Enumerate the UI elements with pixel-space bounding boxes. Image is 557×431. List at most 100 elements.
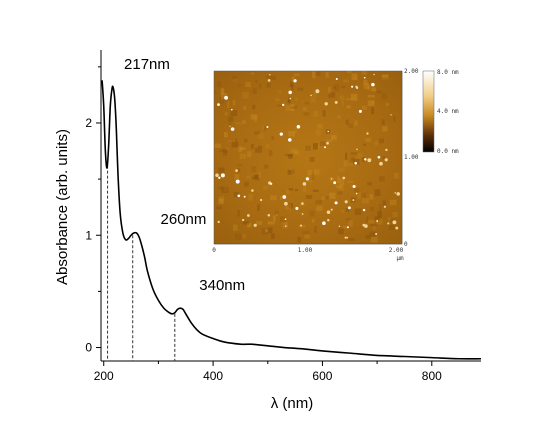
afm-texture-patch	[302, 230, 310, 235]
afm-texture-patch	[379, 138, 385, 144]
afm-texture-patch	[334, 84, 340, 92]
afm-texture-patch	[261, 228, 268, 235]
afm-particle	[267, 213, 271, 217]
afm-texture-patch	[232, 99, 236, 106]
afm-texture-patch	[214, 143, 222, 148]
afm-particle	[284, 218, 287, 221]
afm-particle	[284, 225, 287, 228]
afm-texture-patch	[310, 97, 316, 103]
afm-texture-patch	[291, 83, 294, 91]
afm-texture-patch	[339, 95, 344, 100]
afm-texture-patch	[304, 101, 310, 105]
afm-x-tick-1: 1.00	[298, 247, 313, 254]
afm-particle	[356, 148, 358, 150]
afm-texture-patch	[276, 104, 282, 107]
afm-texture-patch	[217, 186, 225, 190]
afm-particle	[362, 208, 366, 212]
afm-texture-patch	[382, 126, 388, 132]
afm-texture-patch	[311, 71, 316, 79]
afm-texture-patch	[350, 152, 358, 155]
afm-texture-patch	[286, 189, 290, 195]
afm-particle	[396, 192, 400, 196]
afm-particle	[334, 201, 338, 205]
y-tick-label: 1	[85, 228, 92, 242]
afm-particle	[342, 176, 346, 180]
afm-texture-patch	[219, 96, 225, 104]
afm-particle	[330, 208, 333, 211]
afm-texture-patch	[235, 122, 242, 125]
afm-texture-patch	[248, 193, 254, 201]
afm-texture-patch	[221, 186, 229, 193]
colorbar-label-bottom: 0.0 nm	[437, 148, 459, 155]
afm-particle	[305, 177, 309, 181]
afm-particle	[338, 225, 341, 228]
afm-particle	[324, 102, 328, 106]
y-axis-title: Absorbance (arb. units)	[54, 129, 71, 285]
afm-particle	[230, 127, 235, 131]
afm-texture-patch	[354, 120, 358, 126]
peak-annotations: 217nm 260nm 340nm	[124, 56, 245, 294]
afm-texture-patch	[252, 104, 256, 109]
afm-y-tick-0: 2.00	[404, 68, 419, 75]
afm-texture-patch	[230, 110, 238, 116]
afm-texture-patch	[367, 100, 375, 106]
afm-texture-patch	[370, 206, 374, 212]
afm-particle	[355, 192, 358, 195]
afm-texture-patch	[247, 151, 252, 158]
afm-texture-patch	[275, 213, 278, 216]
afm-texture-patch	[250, 144, 254, 149]
afm-texture-patch	[377, 211, 382, 218]
afm-texture-patch	[233, 191, 240, 198]
afm-texture-patch	[388, 225, 395, 230]
afm-y-tick-1: 1.00	[404, 154, 419, 161]
afm-particle	[215, 173, 219, 178]
afm-texture-patch	[348, 163, 354, 166]
afm-texture-patch	[309, 210, 315, 217]
afm-particle	[366, 132, 369, 135]
afm-particle	[301, 213, 304, 215]
afm-particle	[395, 226, 399, 230]
afm-particle	[322, 221, 326, 225]
afm-texture-patch	[354, 76, 357, 80]
afm-texture-patch	[381, 119, 385, 125]
afm-texture-patch	[369, 231, 376, 237]
afm-texture-patch	[275, 210, 279, 214]
afm-texture-patch	[382, 156, 385, 160]
afm-texture-patch	[337, 176, 340, 184]
afm-texture-patch	[265, 229, 268, 233]
afm-texture-patch	[337, 115, 341, 119]
afm-texture-patch	[357, 192, 365, 199]
afm-particle	[375, 233, 377, 235]
y-tick-label: 0	[85, 341, 92, 355]
afm-inset: 0 1.00 2.00 µm 2.00 1.00 0 8.0 nm 4.0 nm…	[212, 68, 459, 262]
afm-texture-patch	[237, 164, 243, 167]
afm-texture-patch	[329, 192, 336, 199]
afm-texture-patch	[374, 189, 381, 197]
afm-texture-patch	[303, 112, 310, 116]
afm-particle	[218, 176, 221, 180]
afm-particle	[377, 155, 381, 159]
afm-texture-patch	[307, 169, 313, 176]
afm-texture-patch	[290, 148, 298, 153]
afm-texture-patch	[285, 105, 292, 112]
afm-particle	[288, 138, 292, 142]
afm-texture-patch	[254, 175, 260, 178]
afm-texture-patch	[312, 143, 318, 150]
afm-texture-patch	[293, 73, 300, 76]
afm-texture-patch	[278, 90, 282, 94]
afm-particle	[231, 108, 233, 111]
afm-particle	[344, 200, 348, 204]
afm-texture-patch	[266, 83, 271, 88]
afm-texture-patch	[327, 87, 331, 94]
afm-texture-patch	[338, 184, 344, 191]
afm-texture-patch	[386, 103, 389, 107]
afm-texture-patch	[271, 233, 275, 239]
afm-texture-patch	[363, 82, 369, 89]
afm-texture-patch	[227, 101, 230, 109]
afm-particle	[293, 79, 297, 83]
afm-particle	[269, 74, 271, 76]
afm-texture-patch	[363, 143, 367, 146]
afm-particle	[253, 223, 257, 227]
afm-particle	[310, 94, 312, 97]
